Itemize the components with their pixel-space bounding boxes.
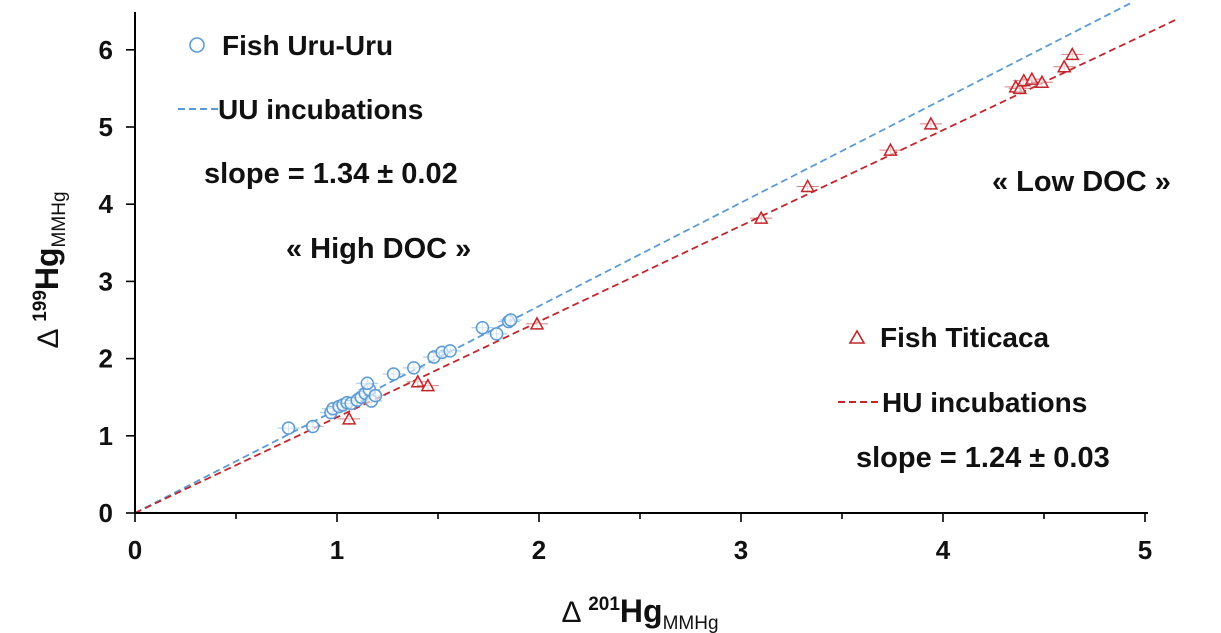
- y-tick-label: 6: [99, 35, 113, 65]
- circle-marker: [386, 367, 401, 381]
- uru-uru-point: [485, 327, 508, 341]
- legend-label-uu-incubations: UU incubations: [218, 94, 423, 125]
- legend-label-fish-uru-uru: Fish Uru-Uru: [222, 30, 393, 61]
- triangle-marker: [1024, 71, 1040, 85]
- slope-label-hu: slope = 1.24 ± 0.03: [856, 442, 1110, 474]
- uru-uru-point: [382, 367, 405, 381]
- triangle-marker: [923, 116, 939, 130]
- titicaca-point: [919, 116, 942, 130]
- x-axis-title: Δ 201HgMMHg: [561, 593, 718, 633]
- x-tick-label: 1: [330, 535, 344, 565]
- titicaca-point: [1020, 71, 1043, 86]
- legend-hu-incubations: HU incubations: [838, 387, 1087, 418]
- triangle-marker: [1056, 59, 1072, 73]
- y-tick-label: 3: [99, 266, 113, 296]
- titicaca-point: [750, 210, 773, 225]
- triangle-marker: [753, 210, 769, 224]
- axes: 0 1 2 3 4 5 0 1 2 3 4 5 6: [99, 12, 1152, 565]
- uru-uru-point: [356, 376, 379, 391]
- legend-titicaca: Fish Titicaca: [848, 322, 1050, 353]
- circle-marker: [443, 344, 457, 358]
- titicaca-point: [416, 378, 439, 392]
- slope-label-uu: slope = 1.34 ± 0.02: [204, 158, 458, 190]
- triangle-marker: [883, 142, 898, 156]
- uru-uru-point: [364, 388, 387, 403]
- uru-uru-point: [301, 419, 324, 434]
- y-tick-label: 5: [99, 112, 113, 142]
- triangle-marker: [410, 374, 426, 388]
- x-tick-label: 3: [734, 535, 748, 565]
- triangle-marker: [420, 378, 436, 392]
- circle-marker: [407, 361, 421, 375]
- y-tick-label: 2: [99, 344, 113, 374]
- uru-uru-point: [402, 361, 425, 375]
- x-tick-label: 2: [532, 535, 546, 565]
- titicaca-point: [338, 411, 361, 425]
- circle-marker: [306, 419, 320, 434]
- triangle-marker: [529, 316, 545, 330]
- legend-uu-incubations: UU incubations: [178, 94, 423, 125]
- triangle-marker: [1065, 46, 1080, 61]
- titicaca-point: [796, 178, 819, 193]
- circle-marker: [281, 421, 296, 435]
- y-tick-label: 1: [99, 421, 113, 451]
- titicaca-point: [879, 142, 902, 157]
- uru-uru-point: [471, 320, 494, 335]
- circle-marker: [475, 320, 490, 335]
- triangle-marker: [341, 411, 357, 425]
- legend-triangle-icon: [848, 329, 866, 344]
- uru-uru-point: [499, 313, 522, 327]
- titicaca-point: [1061, 46, 1084, 61]
- y-tick-label: 4: [99, 189, 114, 219]
- circle-marker: [368, 388, 383, 403]
- uru-uru-point: [277, 421, 300, 435]
- triangle-marker: [1034, 74, 1050, 88]
- legend-circle-icon: [189, 37, 205, 53]
- annotation-high-doc: « High DOC »: [286, 233, 471, 265]
- titicaca-point: [1053, 59, 1076, 73]
- y-tick-label: 0: [99, 498, 113, 528]
- fit-line-uu: [134, 1, 1134, 514]
- triangle-marker: [800, 178, 815, 193]
- x-tick-label: 5: [1138, 535, 1152, 565]
- annotation-low-doc: « Low DOC »: [992, 166, 1171, 198]
- circle-marker: [503, 313, 518, 327]
- circle-marker: [360, 376, 375, 391]
- x-tick-label: 0: [128, 535, 142, 565]
- data-points: [277, 46, 1084, 435]
- uru-uru-point: [439, 344, 462, 358]
- titicaca-point: [1030, 74, 1053, 89]
- y-axis-title: Δ 199HgMMHg: [29, 191, 70, 348]
- legend-uru-uru: Fish Uru-Uru: [189, 30, 393, 61]
- x-tick-label: 4: [936, 535, 951, 565]
- triangle-marker: [1012, 80, 1028, 95]
- titicaca-point: [525, 316, 548, 330]
- circle-marker: [489, 327, 504, 341]
- legend-label-fish-titicaca: Fish Titicaca: [880, 322, 1050, 353]
- plot-area: [134, 1, 1176, 514]
- legend-label-hu-incubations: HU incubations: [882, 387, 1087, 418]
